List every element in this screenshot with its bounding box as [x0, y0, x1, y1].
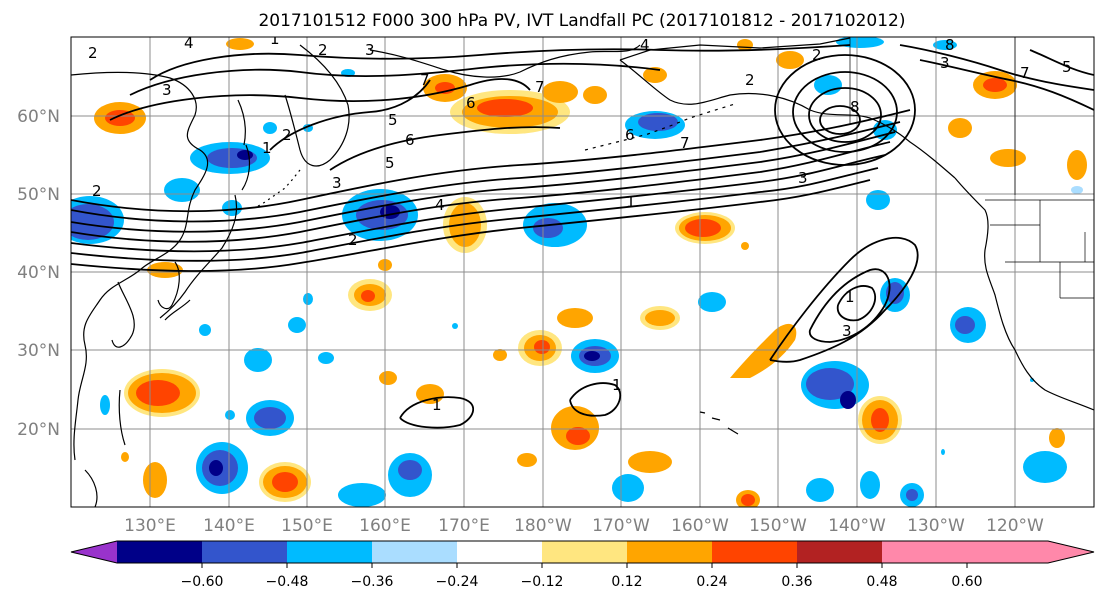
colorbar-tick-label: −0.24 [436, 574, 479, 590]
contour-label: 1 [432, 396, 442, 414]
contour-label: 1 [270, 30, 280, 48]
colorbar-tick-label: 0.24 [696, 574, 727, 590]
lat-label: 60°N [17, 107, 60, 127]
lon-label: 160°W [671, 516, 729, 536]
contour-label: 2 [92, 182, 102, 200]
contour-lines [71, 44, 1094, 429]
lon-label: 120°W [986, 516, 1044, 536]
pv-negative-shading [71, 37, 1083, 507]
contour-label: 6 [405, 131, 415, 149]
lon-label: 150°W [749, 516, 807, 536]
colorbar-segment [542, 541, 627, 563]
colorbar-tick-label: −0.12 [521, 574, 564, 590]
contour-label: 1 [845, 288, 855, 306]
colorbar-segment [627, 541, 712, 563]
contour-label: 1 [262, 139, 272, 157]
coastlines [71, 37, 1094, 507]
contour-label: 5 [388, 111, 398, 129]
lon-label: 160°E [359, 516, 411, 536]
colorbar-tick-label: 0.12 [611, 574, 642, 590]
colorbar-segment [117, 541, 202, 563]
contour-label: 2 [318, 41, 328, 59]
contour-label: 7 [1020, 64, 1030, 82]
contour-label: 3 [842, 322, 852, 340]
pv-positive-shading [94, 38, 1087, 507]
contour-label: 2 [812, 46, 822, 64]
map-frame [70, 36, 1095, 508]
contour-label-group: 2 4 1 2 3 3 7 6 5 4 3 2 2 1 2 5 6 7 7 8 … [88, 30, 1072, 414]
colorbar-segment [967, 541, 1048, 563]
colorbar-segment [457, 541, 542, 563]
contour-label: 5 [385, 154, 395, 172]
contour-label: 1 [612, 376, 622, 394]
colorbar-tick-label: −0.48 [266, 574, 309, 590]
contour-label: 3 [798, 169, 808, 187]
contour-label: 3 [332, 174, 342, 192]
contour-label: 4 [640, 36, 650, 54]
lat-label: 40°N [17, 263, 60, 283]
lon-label: 140°W [828, 516, 886, 536]
lon-label: 170°E [438, 516, 490, 536]
contour-label: 2 [745, 71, 755, 89]
contour-label: 6 [466, 94, 476, 112]
political-boundaries [849, 37, 1094, 299]
colorbar-segment [797, 541, 882, 563]
contour-label: 3 [940, 54, 950, 72]
colorbar-segment [372, 541, 457, 563]
lat-label: 30°N [17, 341, 60, 361]
contour-label: 7 [535, 78, 545, 96]
map-area: 2 4 1 2 3 3 7 6 5 4 3 2 2 1 2 5 6 7 7 8 … [71, 30, 1094, 507]
contour-label: 3 [162, 81, 172, 99]
colorbar-segment [202, 541, 287, 563]
latitude-labels: 60°N 50°N 40°N 30°N 20°N [17, 107, 60, 440]
lon-label: 170°W [592, 516, 650, 536]
colorbar-segment [712, 541, 797, 563]
contour-label: 2 [348, 231, 358, 249]
colorbar-extend-max [1048, 541, 1094, 563]
contour-label: 1 [626, 193, 636, 211]
colorbar-tick-label: 0.36 [781, 574, 812, 590]
lon-label: 130°W [907, 516, 965, 536]
colorbar-tick-label: −0.60 [181, 574, 224, 590]
lon-label: 180°W [514, 516, 572, 536]
colorbar-extend-min [71, 541, 117, 563]
lon-label: 130°E [124, 516, 176, 536]
lat-label: 50°N [17, 185, 60, 205]
colorbar-tick-label: 0.48 [866, 574, 897, 590]
lat-label: 20°N [17, 420, 60, 440]
contour-label: 3 [365, 41, 375, 59]
contour-label: 2 [88, 44, 98, 62]
colorbar-segment [882, 541, 967, 563]
colorbar-tick-label: 0.60 [951, 574, 982, 590]
contour-label: 5 [1062, 58, 1072, 76]
colorbar-outline [70, 540, 1095, 564]
colorbar: −0.60 −0.48 −0.36 −0.24 −0.12 0.12 0.24 … [70, 540, 1095, 590]
contour-label: 7 [420, 71, 430, 89]
longitude-labels: 130°E 140°E 150°E 160°E 170°E 180°W 170°… [124, 516, 1044, 536]
graticule [71, 37, 1094, 507]
contour-label: 4 [435, 196, 445, 214]
colorbar-segment [287, 541, 372, 563]
lon-label: 140°E [203, 516, 255, 536]
contour-label: 2 [282, 126, 292, 144]
contour-label: 6 [625, 126, 635, 144]
contour-label: 7 [680, 134, 690, 152]
contour-label: 4 [184, 34, 194, 52]
contour-label: 8 [850, 98, 860, 116]
figure-title: 2017101512 F000 300 hPa PV, IVT Landfall… [258, 11, 905, 31]
colorbar-ticks [201, 563, 968, 568]
colorbar-tick-label: −0.36 [351, 574, 394, 590]
contour-label: 8 [945, 36, 955, 54]
lon-label: 150°E [281, 516, 333, 536]
